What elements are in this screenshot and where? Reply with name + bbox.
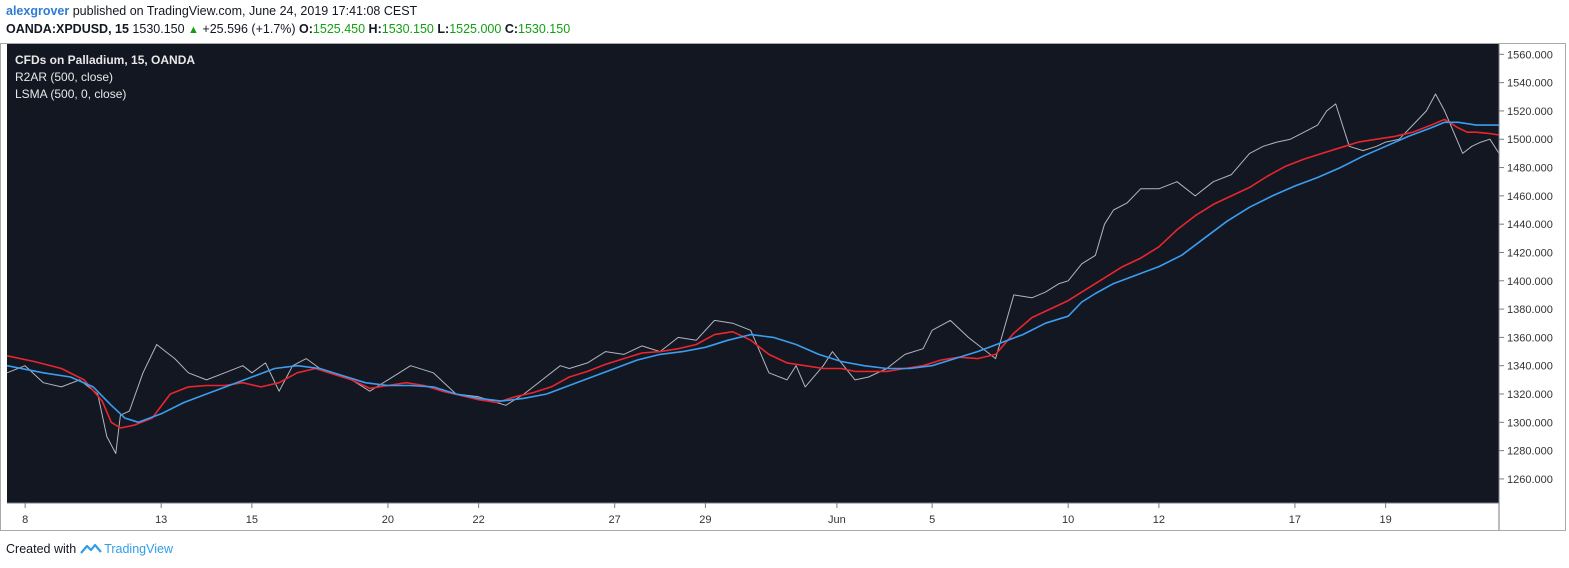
low-value: 1525.000	[449, 22, 502, 36]
price-tick-label: 1560.000	[1507, 49, 1553, 61]
time-tick-label: 12	[1153, 514, 1165, 526]
price-change: +25.596 (+1.7%)	[202, 22, 296, 36]
time-tick-label: 5	[929, 514, 935, 526]
price-axis[interactable]: 1260.000 1280.000 1300.000 1320.000 1340.000…	[1499, 49, 1553, 486]
time-tick-label: 29	[699, 514, 711, 526]
time-tick-label: 15	[246, 514, 258, 526]
price-tick-label: 1420.000	[1507, 247, 1553, 259]
symbol-label: OANDA:XPDUSD, 15	[6, 22, 129, 36]
quote-line: OANDA:XPDUSD, 15 1530.150 ▲ +25.596 (+1.…	[6, 22, 570, 36]
close-value: 1530.150	[518, 22, 571, 36]
price-tick-label: 1340.000	[1507, 361, 1553, 373]
legend-lsma: LSMA (500, 0, close)	[15, 87, 126, 101]
time-tick-label: 22	[473, 514, 485, 526]
price-tick-label: 1480.000	[1507, 163, 1553, 175]
time-tick-label: 17	[1289, 514, 1301, 526]
footer: Created with TradingView	[6, 542, 173, 556]
plot-background	[7, 43, 1499, 503]
lsma-line	[6, 121, 1499, 424]
legend-title: CFDs on Palladium, 15, OANDA	[15, 53, 195, 67]
published-line: alexgrover published on TradingView.com,…	[6, 4, 417, 18]
price-line	[6, 93, 1500, 454]
price-tick-label: 1380.000	[1507, 304, 1553, 316]
chart-frame	[0, 43, 1566, 531]
time-tick-label: Jun	[828, 514, 846, 526]
price-tick-label: 1460.000	[1507, 191, 1553, 203]
open-value: 1525.450	[312, 22, 366, 36]
legend-r2ar: R2AR (500, close)	[15, 70, 113, 84]
up-triangle-icon: ▲	[188, 24, 199, 36]
time-tick-label: 19	[1380, 514, 1392, 526]
time-tick-label: 20	[382, 514, 394, 526]
high-value: 1530.150	[381, 22, 434, 36]
price-tick-label: 1500.000	[1507, 134, 1553, 146]
last-price: 1530.150	[132, 22, 185, 36]
created-with-text: Created with	[6, 542, 77, 556]
low-label: L:	[437, 22, 450, 36]
close-label: C:	[504, 22, 519, 36]
price-tick-label: 1320.000	[1507, 389, 1553, 401]
price-tick-label: 1520.000	[1507, 106, 1553, 118]
price-tick-label: 1440.000	[1507, 219, 1553, 231]
high-label: H:	[368, 22, 382, 36]
price-tick-label: 1360.000	[1507, 332, 1553, 344]
price-tick-label: 1260.000	[1507, 474, 1553, 486]
price-tick-label: 1300.000	[1507, 417, 1553, 429]
time-tick-label: 27	[609, 514, 621, 526]
tradingview-icon	[80, 543, 103, 554]
tradingview-brand: TradingView	[104, 542, 173, 556]
tradingview-logo[interactable]: TradingView	[80, 542, 173, 556]
series-layer	[6, 93, 1500, 454]
time-tick-label: 13	[155, 514, 167, 526]
price-tick-label: 1540.000	[1507, 78, 1553, 90]
author-link[interactable]: alexgrover	[6, 4, 70, 18]
price-tick-label: 1280.000	[1507, 446, 1553, 458]
published-text: published on TradingView.com, June 24, 2…	[72, 4, 418, 18]
time-tick-label: 8	[22, 514, 28, 526]
price-tick-label: 1400.000	[1507, 276, 1553, 288]
time-axis[interactable]: 8 13 15 20 22 27 29 Jun 5 10 12 17 19	[22, 503, 1392, 526]
time-tick-label: 10	[1062, 514, 1074, 526]
r2ar-line	[6, 118, 1500, 429]
open-label: O:	[299, 22, 313, 36]
